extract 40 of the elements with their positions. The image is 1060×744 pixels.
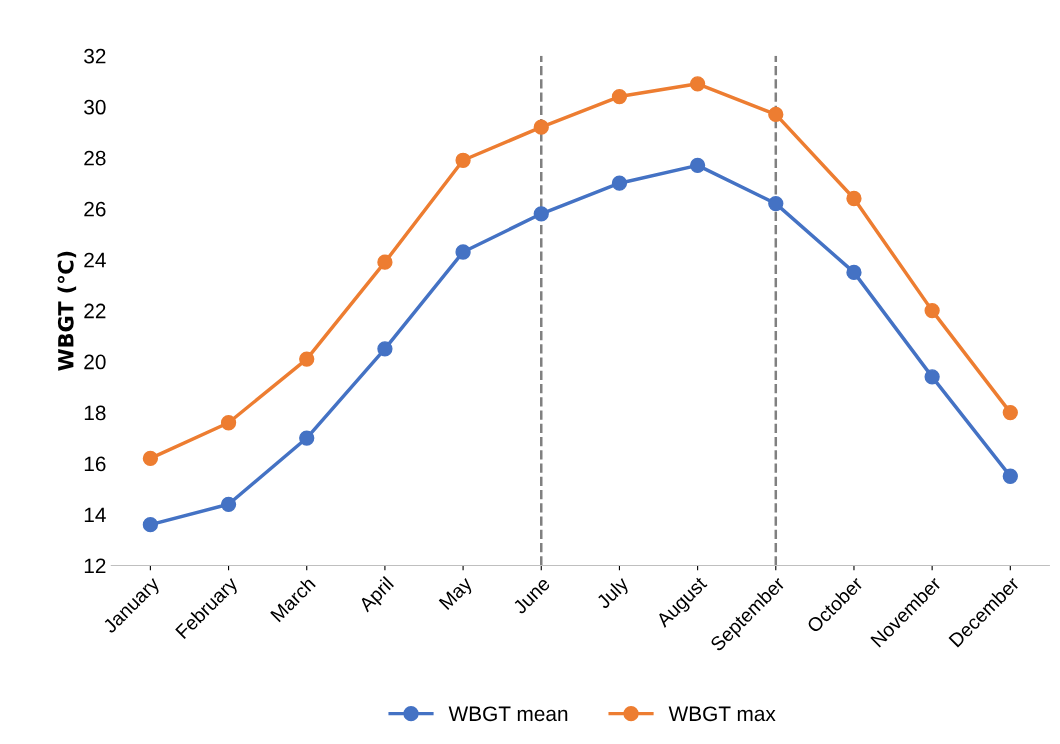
- point: [455, 244, 471, 260]
- y-axis-title: WBGT (℃): [57, 251, 77, 371]
- point: [768, 195, 784, 212]
- point: [142, 517, 159, 533]
- point: [533, 206, 549, 222]
- point: [689, 76, 706, 92]
- point: [533, 119, 549, 135]
- legend-label: WBGT max: [668, 706, 776, 722]
- point: [689, 157, 706, 174]
- point: [1002, 404, 1018, 421]
- y-tick-label: 18: [84, 405, 106, 421]
- y-tick-label: 28: [84, 150, 106, 166]
- y-tick-label: 26: [84, 201, 106, 217]
- legend-label: WBGT mean: [448, 706, 568, 722]
- point: [924, 302, 940, 319]
- point: [299, 430, 315, 446]
- point: [611, 88, 628, 105]
- point: [142, 450, 159, 467]
- point: [299, 351, 315, 367]
- point: [377, 254, 393, 270]
- y-tick-label: 14: [84, 507, 106, 523]
- point: [846, 264, 862, 281]
- y-tick-label: 32: [84, 48, 106, 64]
- point: [924, 369, 940, 385]
- point: [1002, 468, 1018, 484]
- point: [846, 190, 862, 207]
- point: [611, 175, 628, 191]
- y-tick-label: 20: [84, 354, 106, 370]
- point: [455, 152, 471, 168]
- y-tick-label: 12: [84, 558, 106, 573]
- point: [377, 341, 393, 357]
- point: [220, 496, 237, 512]
- y-tick-label: 30: [84, 99, 106, 115]
- y-tick-label: 22: [84, 303, 106, 319]
- y-tick-label: 16: [84, 456, 106, 472]
- y-tick-label: 24: [84, 252, 106, 268]
- point: [768, 106, 784, 123]
- point: [220, 415, 237, 431]
- x-tick-label: May: [438, 575, 476, 613]
- x-tick-label: July: [595, 575, 633, 613]
